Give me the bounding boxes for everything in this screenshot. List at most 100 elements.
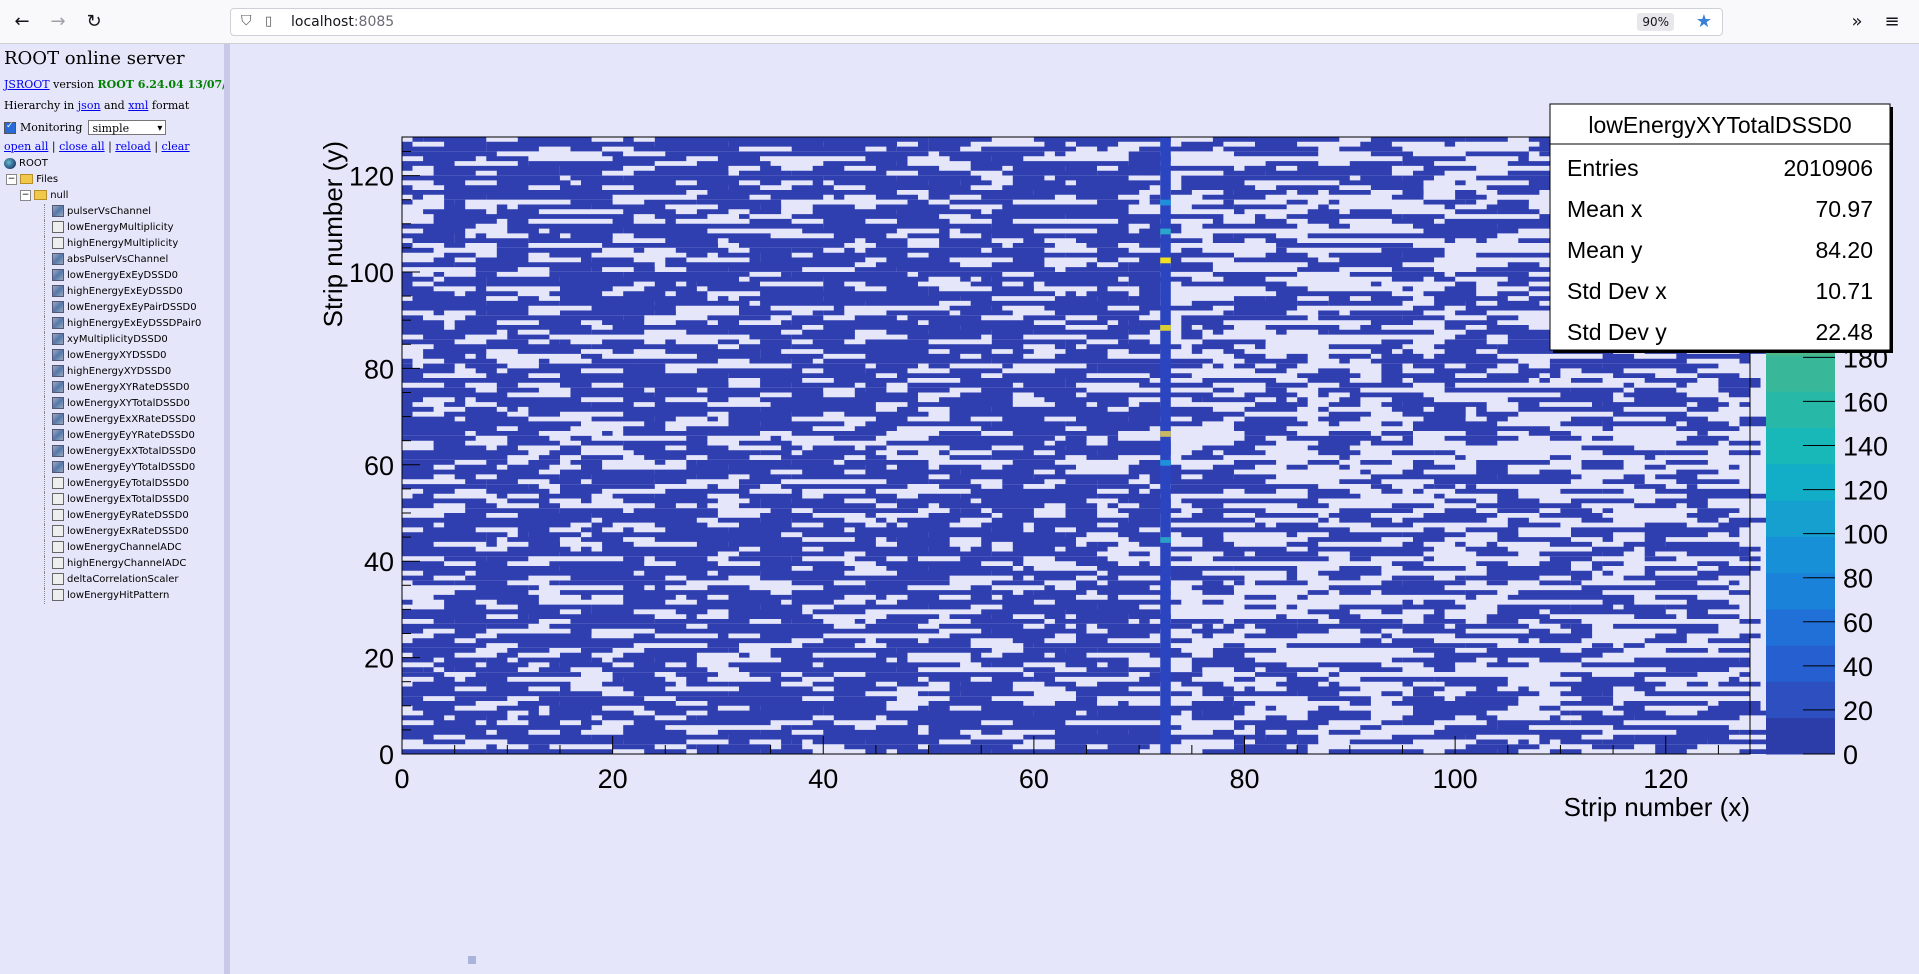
x-axis: 0 20 40 60 80 100 120 <box>394 736 1719 794</box>
tree-item[interactable]: highEnergyXYDSSD0 <box>4 364 201 380</box>
tree-item-label: lowEnergyXYTotalDSSD0 <box>67 398 190 409</box>
palette-segment <box>1766 699 1835 719</box>
bookmark-star-icon[interactable]: ★ <box>1695 11 1712 32</box>
histogram-2d-icon <box>52 317 64 329</box>
palette-segment <box>1766 554 1835 574</box>
url-bar[interactable]: ⛉ ▯ localhost:8085 90% ★ <box>230 8 1723 36</box>
overflow-chevron-icon[interactable]: » <box>1851 11 1863 32</box>
stats-box[interactable]: lowEnergyXYTotalDSSD0 Entries 2010906 Mean … <box>1549 103 1893 353</box>
tree-item[interactable]: lowEnergyExEyPairDSSD0 <box>4 300 201 316</box>
tree-item[interactable]: lowEnergyExEyDSSD0 <box>4 268 201 284</box>
reload-icon[interactable]: ↻ <box>86 11 102 32</box>
histogram-1d-icon <box>52 541 64 553</box>
palette-segment <box>1766 735 1835 755</box>
root-globe-icon <box>4 157 16 169</box>
reload-link[interactable]: reload <box>115 140 151 153</box>
tree-item-label: highEnergyExEyDSSD0 <box>67 286 183 297</box>
hierarchy-sidebar: ROOT online server JSROOT version ROOT 6… <box>0 44 230 974</box>
json-link[interactable]: json <box>77 99 101 112</box>
forward-arrow-icon[interactable]: → <box>50 11 66 32</box>
tree-item[interactable]: deltaCorrelationScaler <box>4 572 201 588</box>
tree-item-label: lowEnergyExEyDSSD0 <box>67 270 179 281</box>
palette-segment <box>1766 518 1835 537</box>
tree-root[interactable]: ROOT <box>4 156 201 172</box>
hot-column <box>1160 137 1171 754</box>
tree-item[interactable]: highEnergyMultiplicity <box>4 236 201 252</box>
open-all-link[interactable]: open all <box>4 140 49 153</box>
stats-label: Mean y <box>1567 237 1643 263</box>
resize-handle[interactable] <box>468 956 476 964</box>
hot-cell <box>1160 459 1171 466</box>
monitoring-checkbox[interactable] <box>4 121 16 134</box>
palette-segment <box>1766 536 1835 555</box>
histogram-1d-icon <box>52 589 64 601</box>
tree-item[interactable]: lowEnergyExXTotalDSSD0 <box>4 444 201 460</box>
monitoring-mode-select[interactable]: simple <box>88 120 167 136</box>
tree-item-label: lowEnergyMultiplicity <box>67 222 174 233</box>
tree-null[interactable]: − null <box>4 188 201 204</box>
back-arrow-icon[interactable]: ← <box>14 11 30 32</box>
tree-item[interactable]: lowEnergyExTotalDSSD0 <box>4 492 201 508</box>
tree-item[interactable]: lowEnergyEyRateDSSD0 <box>4 508 201 524</box>
tree-item[interactable]: pulserVsChannel <box>4 204 201 220</box>
palette-segment <box>1766 354 1835 374</box>
hot-cell <box>1160 228 1171 235</box>
stats-label: Std Dev x <box>1567 278 1667 304</box>
version-line: JSROOT version ROOT 6.24.04 13/07/2 <box>4 78 224 91</box>
tree-files[interactable]: − Files <box>4 172 201 188</box>
histogram-canvas[interactable]: 0 20 40 60 80 100 120 0 20 40 60 80 100 120 Strip nu… <box>230 44 1919 974</box>
tree-item[interactable]: lowEnergyXYDSSD0 <box>4 348 201 364</box>
tree-item[interactable]: lowEnergyChannelADC <box>4 540 201 556</box>
tree-item-label: lowEnergyEyYRateDSSD0 <box>67 430 195 441</box>
y-tick-label: 40 <box>364 547 394 577</box>
stats-value: 22.48 <box>1815 319 1873 345</box>
palette-tick-label: 120 <box>1843 476 1888 506</box>
palette-tick-label: 60 <box>1843 608 1873 638</box>
hot-cell <box>1160 431 1171 437</box>
palette-segment <box>1766 500 1835 519</box>
tree-item[interactable]: lowEnergyExXRateDSSD0 <box>4 412 201 428</box>
palette-segment <box>1766 391 1835 410</box>
histogram-2d-icon <box>52 413 64 425</box>
tree-item[interactable]: lowEnergyExRateDSSD0 <box>4 524 201 540</box>
tree-item-label: highEnergyMultiplicity <box>67 238 179 249</box>
menu-icon[interactable]: ≡ <box>1884 11 1900 32</box>
tree-item[interactable]: lowEnergyMultiplicity <box>4 220 201 236</box>
palette-segment <box>1766 481 1835 501</box>
palette-tick-label: 40 <box>1843 652 1873 682</box>
tree-item-label: lowEnergyEyTotalDSSD0 <box>67 478 190 489</box>
tree-item[interactable]: highEnergyExEyDSSD0 <box>4 284 201 300</box>
collapse-toggle-icon[interactable]: − <box>20 189 31 201</box>
tree-actions: open all | close all | reload | clear <box>4 140 190 153</box>
y-tick-label: 0 <box>379 740 394 770</box>
close-all-link[interactable]: close all <box>59 140 105 153</box>
tree-item[interactable]: lowEnergyXYTotalDSSD0 <box>4 396 201 412</box>
tree-item[interactable]: lowEnergyEyYRateDSSD0 <box>4 428 201 444</box>
tree-item[interactable]: lowEnergyEyTotalDSSD0 <box>4 476 201 492</box>
server-title: ROOT online server <box>4 48 185 69</box>
palette-segment <box>1766 409 1835 428</box>
tree-item-label: lowEnergyEyRateDSSD0 <box>67 510 189 521</box>
tree-item[interactable]: highEnergyExEyDSSDPair0 <box>4 316 201 332</box>
zoom-badge[interactable]: 90% <box>1637 13 1674 31</box>
shield-icon[interactable]: ⛉ <box>241 13 252 29</box>
page-icon[interactable]: ▯ <box>265 14 273 29</box>
collapse-toggle-icon[interactable]: − <box>6 173 17 185</box>
tree-item[interactable]: highEnergyChannelADC <box>4 556 201 572</box>
tree-item[interactable]: lowEnergyEyYTotalDSSD0 <box>4 460 201 476</box>
palette-tick-label: 0 <box>1843 740 1858 770</box>
hierarchy-format-line: Hierarchy in json and xml format <box>4 99 189 112</box>
browser-toolbar: ← → ↻ ⛉ ▯ localhost:8085 90% ★ » ≡ <box>0 0 1919 44</box>
object-tree: ROOT − Files − null pulserVsChannel lowEn… <box>4 156 201 604</box>
tree-item[interactable]: absPulserVsChannel <box>4 252 201 268</box>
tree-item[interactable]: lowEnergyHitPattern <box>4 588 201 604</box>
tree-item-label: highEnergyChannelADC <box>67 558 187 569</box>
jsroot-link[interactable]: JSROOT <box>4 78 50 91</box>
tree-item-label: lowEnergyExRateDSSD0 <box>67 526 189 537</box>
xml-link[interactable]: xml <box>128 99 149 112</box>
heatmap-occupied-cells <box>402 137 1782 754</box>
tree-item[interactable]: lowEnergyXYRateDSSD0 <box>4 380 201 396</box>
tree-item[interactable]: xyMultiplicityDSSD0 <box>4 332 201 348</box>
clear-link[interactable]: clear <box>161 140 190 153</box>
url-text[interactable]: localhost:8085 <box>291 14 395 30</box>
